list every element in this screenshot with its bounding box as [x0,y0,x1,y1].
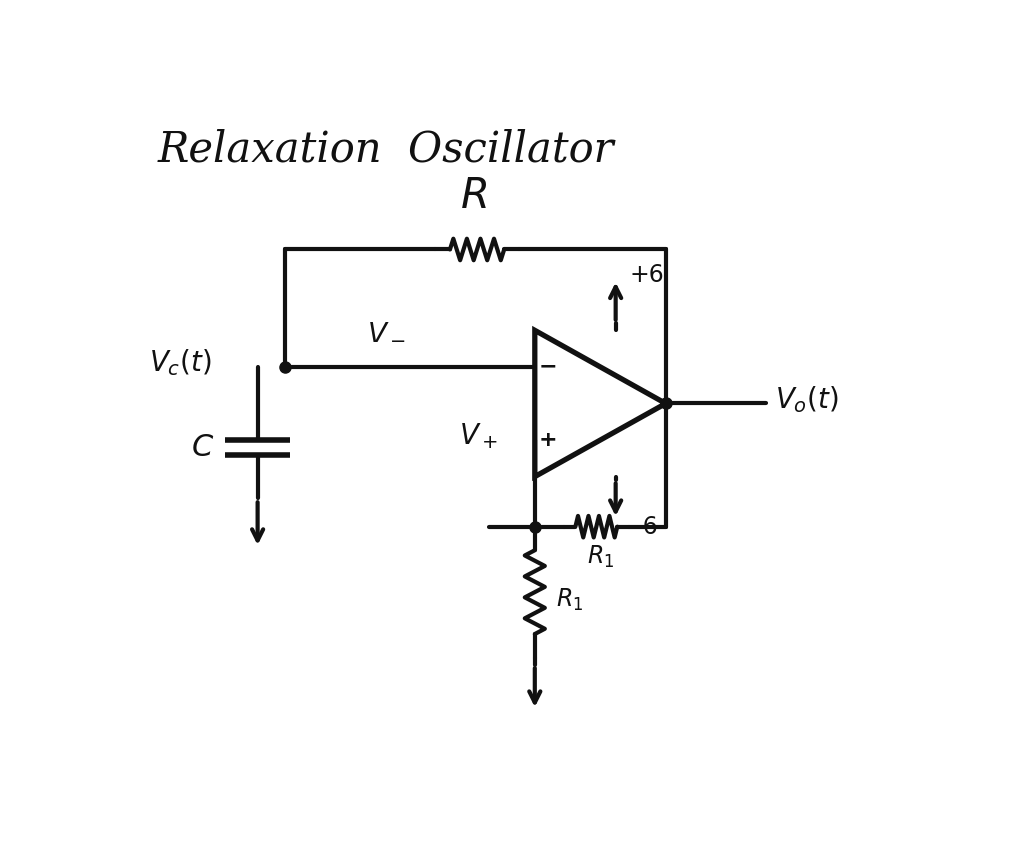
Text: +6: +6 [630,263,665,287]
Text: $\mathit{V_c}(t)$: $\mathit{V_c}(t)$ [148,347,211,379]
Text: −: − [539,357,557,377]
Text: Relaxation  Oscillator: Relaxation Oscillator [158,129,614,170]
Text: $R_1$: $R_1$ [556,587,584,613]
Text: $C$: $C$ [190,434,214,462]
Text: $\mathit{V_o}(t)$: $\mathit{V_o}(t)$ [775,385,839,415]
Text: $R_1$: $R_1$ [587,544,613,570]
Text: $V_+$: $V_+$ [459,421,498,451]
Text: $R$: $R$ [460,175,486,217]
Text: +: + [539,430,557,450]
Text: −6: −6 [624,515,658,539]
Text: $V_-$: $V_-$ [367,318,407,346]
